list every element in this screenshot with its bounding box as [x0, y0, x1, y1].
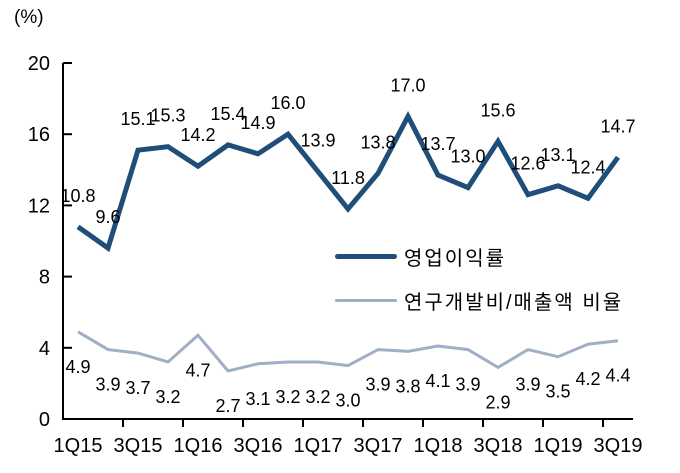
y-tick-label: 12: [28, 195, 50, 217]
x-tick-label: 3Q18: [474, 435, 523, 457]
series-line-rnd-sales-ratio: [77, 330, 619, 373]
data-label: 4.9: [65, 357, 90, 377]
y-tick-label: 20: [28, 53, 50, 75]
data-label: 4.7: [185, 360, 210, 380]
legend-item-operating-margin: 영업이익률: [335, 242, 623, 270]
data-label: 14.2: [180, 125, 215, 145]
data-label: 3.2: [155, 387, 180, 407]
x-tick-label: 1Q16: [174, 435, 223, 457]
y-tick-label: 16: [28, 124, 50, 146]
legend-label-rnd-sales-ratio: 연구개발비/매출액 비율: [404, 291, 624, 314]
data-label: 3.9: [95, 375, 120, 395]
x-tick-label: 1Q15: [54, 435, 103, 457]
x-tick-label: 1Q18: [414, 435, 463, 457]
legend-item-rnd-sales-ratio: 연구개발비/매출액 비율: [335, 286, 623, 314]
data-label: 3.5: [545, 382, 570, 402]
data-label: 4.4: [605, 366, 630, 386]
data-label: 4.1: [425, 371, 450, 391]
data-label: 14.7: [600, 116, 635, 136]
data-label: 3.8: [395, 376, 420, 396]
data-label: 15.3: [150, 106, 185, 126]
data-label: 3.9: [515, 375, 540, 395]
x-tick-label: 3Q15: [114, 435, 163, 457]
data-label: 3.7: [125, 378, 150, 398]
data-label: 9.6: [95, 207, 120, 227]
x-tick-label: 1Q19: [534, 435, 583, 457]
y-tick-label: 0: [39, 409, 50, 431]
data-label: 13.7: [420, 134, 455, 154]
y-tick-label: 8: [39, 267, 50, 289]
y-axis-unit-label: (%): [14, 7, 44, 28]
data-label: 15.4: [210, 104, 245, 124]
data-label: 12.6: [510, 154, 545, 174]
data-label: 11.8: [331, 168, 365, 188]
data-label: 3.9: [455, 375, 480, 395]
data-label: 3.2: [275, 387, 300, 407]
legend: 영업이익률 연구개발비/매출액 비율: [335, 242, 623, 314]
data-label: 12.4: [570, 157, 605, 177]
data-label: 2.7: [215, 396, 240, 416]
data-label: 3.0: [335, 391, 360, 411]
x-tick-label: 3Q17: [354, 435, 403, 457]
legend-line-swatch-rnd-sales-ratio: [335, 298, 397, 302]
x-tick-label: 3Q16: [234, 435, 283, 457]
x-tick-label: 1Q17: [294, 435, 343, 457]
data-label: 13.9: [300, 131, 335, 151]
data-label: 10.8: [60, 186, 95, 206]
data-label: 13.1: [540, 145, 575, 165]
data-label: 14.9: [240, 113, 275, 133]
data-label: 2.9: [485, 392, 510, 412]
data-label: 17.0: [390, 75, 425, 95]
data-label: 3.9: [365, 375, 390, 395]
legend-label-operating-margin: 영업이익률: [404, 247, 506, 270]
data-label: 16.0: [270, 93, 305, 113]
y-tick-label: 4: [39, 338, 50, 360]
legend-line-swatch-operating-margin: [335, 253, 397, 259]
series-line-operating-margin: [76, 110, 621, 253]
data-label: 15.6: [480, 100, 515, 120]
data-label: 4.2: [575, 369, 600, 389]
data-label: 15.1: [120, 109, 155, 129]
x-tick-label: 3Q19: [594, 435, 643, 457]
data-label: 3.2: [305, 387, 330, 407]
data-label: 13.8: [360, 132, 395, 152]
data-label: 3.1: [245, 389, 270, 409]
data-label: 13.0: [450, 147, 485, 167]
